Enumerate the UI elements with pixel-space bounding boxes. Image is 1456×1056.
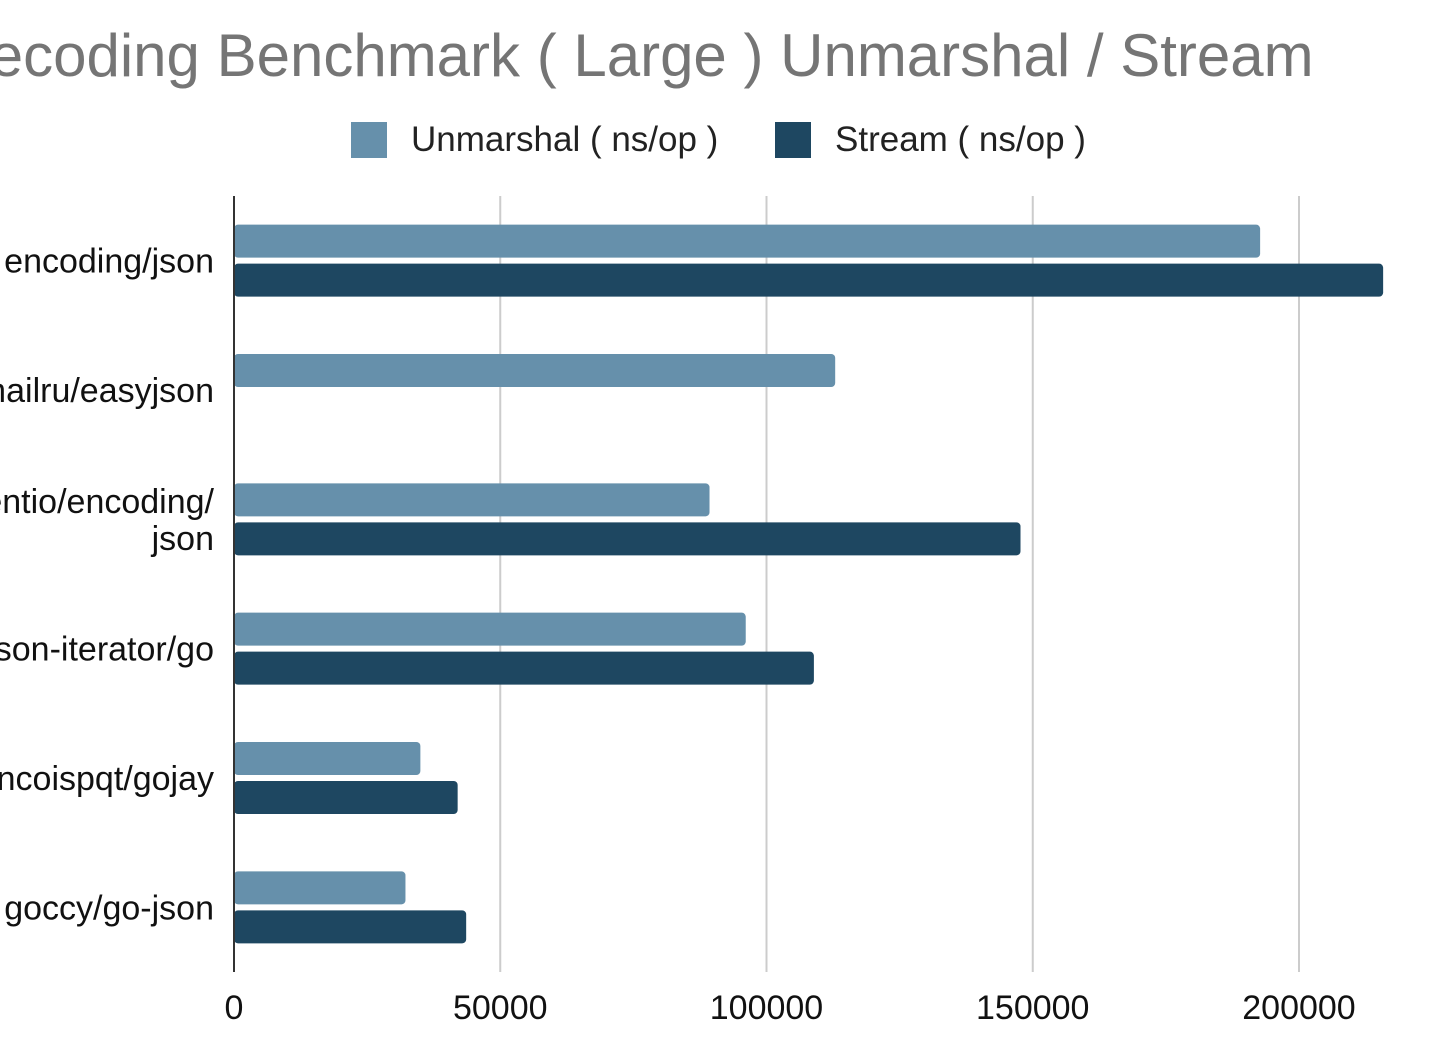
category-label: mailru/easyjson [0, 372, 214, 410]
category-label: goccy/go-json [4, 889, 214, 927]
category-label: encoding/json [4, 243, 214, 281]
x-tick-label: 50000 [453, 989, 548, 1027]
bar-stream [234, 910, 467, 944]
category-label: francoispqt/gojay [0, 760, 214, 798]
bar-unmarshal [234, 483, 710, 517]
category-label: json [151, 520, 214, 558]
bar-unmarshal [234, 224, 1261, 258]
bar-unmarshal [234, 612, 746, 646]
chart-title: Decoding Benchmark ( Large ) Unmarshal /… [0, 22, 1314, 89]
bar-stream [234, 651, 814, 685]
legend: Unmarshal ( ns/op ) Stream ( ns/op ) [351, 120, 1086, 159]
category-labels: encoding/json mailru/easyjson segmentio/en… [0, 243, 215, 928]
gridlines [499, 196, 1300, 972]
bar-stream [234, 522, 1021, 556]
bar-unmarshal [234, 354, 836, 387]
bar-stream [234, 781, 458, 814]
bars [234, 224, 1384, 944]
x-tick-label: 0 [225, 989, 244, 1027]
x-tick-label: 200000 [1242, 989, 1355, 1027]
legend-label-stream: Stream ( ns/op ) [835, 120, 1086, 159]
legend-swatch-stream [775, 122, 811, 158]
category-label: segmentio/encoding/ [0, 483, 215, 521]
legend-swatch-unmarshal [351, 122, 387, 158]
bar-unmarshal [234, 871, 406, 905]
x-tick-label: 150000 [976, 989, 1089, 1027]
bar-unmarshal [234, 742, 421, 775]
x-tick-label: 100000 [710, 989, 823, 1027]
bar-stream [234, 263, 1384, 297]
x-axis-ticks: 0 50000 100000 150000 200000 [225, 989, 1356, 1027]
category-label: json-iterator/go [0, 631, 214, 669]
legend-label-unmarshal: Unmarshal ( ns/op ) [411, 120, 718, 159]
